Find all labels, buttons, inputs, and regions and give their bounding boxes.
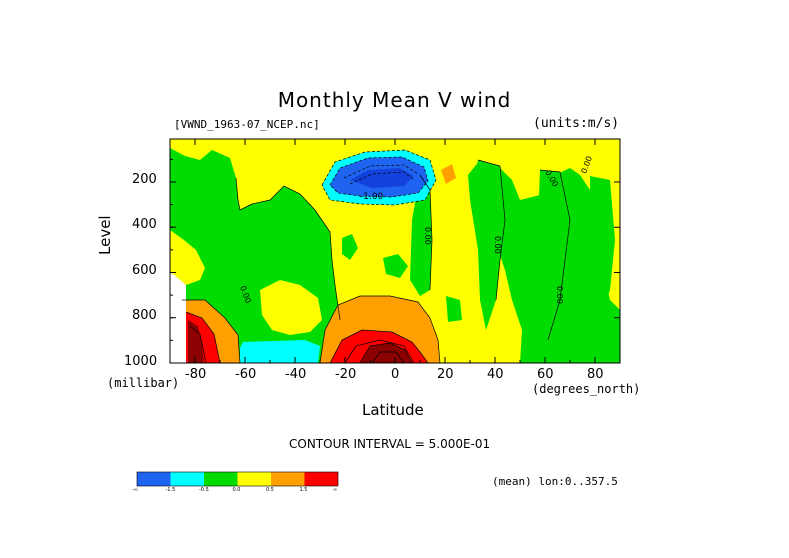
region-negative-strong-upper — [330, 157, 428, 197]
x-axis-unit: (degrees_north) — [532, 382, 641, 396]
x-tick-label-0: 0 — [391, 367, 400, 382]
contour-line-jet-core-2 — [349, 171, 415, 185]
x-tick-label-m80: -80 — [185, 367, 207, 382]
contour-line-zero-4 — [539, 169, 571, 341]
region-negative-deep-upper — [350, 168, 414, 188]
region-negative-weak-finger-3 — [538, 170, 570, 340]
colorbar-level-label: -1.5 — [165, 487, 176, 493]
contour-line-antarctic-2 — [185, 311, 221, 363]
x-tick-label-60: 60 — [537, 367, 554, 382]
y-tick-label-1000: 1000 — [124, 354, 158, 369]
region-positive-dark-lower — [360, 343, 412, 363]
region-negative-weak-finger-2 — [470, 160, 505, 330]
y-tick-label-400: 400 — [132, 217, 157, 232]
contour-line-zero-2 — [419, 174, 433, 291]
y-axis-unit: (millibar) — [107, 376, 180, 390]
contour-line-tropical-2 — [329, 329, 429, 363]
contour-line-jet-core-1 — [343, 164, 419, 179]
contour-line-jet-outer — [321, 149, 437, 206]
x-tick-label-m60: -60 — [235, 367, 257, 382]
region-positive-mid-small — [441, 164, 456, 184]
contour-line-zero-1 — [235, 177, 341, 321]
region-negative-weak-island-2 — [383, 254, 408, 278]
contour-label-minus-one: -1.00 — [360, 192, 384, 202]
colorbar-level-label: -0.5 — [199, 487, 209, 493]
contour-label-zero-2: 0.00 — [493, 236, 502, 254]
region-negative-weak-finger-4 — [590, 176, 615, 320]
contour-line-jet-inner — [329, 156, 429, 198]
colorbar-level-label: 1.5 — [299, 487, 308, 493]
y-tick-label-600: 600 — [132, 263, 157, 278]
region-negative-mid-lower — [240, 340, 320, 363]
units-label: (units:m/s) — [533, 116, 620, 131]
contour-line-antarctic-3 — [189, 325, 207, 363]
colorbar-level-label: 0.0 — [232, 487, 241, 493]
colorbar-level-label: ∞ — [333, 487, 338, 493]
contour-line-zero-3 — [477, 159, 506, 301]
region-positive-weak-west — [170, 139, 620, 363]
contour-line-tropical-1 — [319, 295, 441, 363]
contour-label-zero-5: 0.00 — [555, 286, 564, 304]
contour-fill-layer — [170, 139, 620, 363]
region-missing-data — [170, 272, 186, 363]
region-positive-dark-left — [188, 320, 204, 363]
y-axis-label: Level — [96, 215, 114, 255]
chart-title: Monthly Mean V wind — [277, 88, 512, 112]
contour-line-antarctic-1 — [182, 299, 241, 363]
colorbar-level-label: -∞ — [132, 487, 138, 493]
region-negative-weak-island-1 — [342, 234, 358, 260]
mean-lon-label: (mean) lon:0..357.5 — [492, 475, 618, 488]
contour-line-tropical-3 — [344, 339, 415, 363]
contour-line-layer — [182, 149, 571, 363]
region-positive-weak-mid — [260, 280, 322, 335]
tick-marks — [169, 139, 621, 364]
x-axis-label: Latitude — [362, 401, 424, 419]
contour-label-zero-1: 0.00 — [423, 227, 432, 245]
x-tick-label-80: 80 — [587, 367, 604, 382]
x-tick-label-40: 40 — [487, 367, 504, 382]
dataset-label: [VWND_1963-07_NCEP.nc] — [174, 118, 320, 131]
region-negative-weak-finger-1 — [410, 175, 432, 296]
contour-line-tropical-4 — [359, 342, 413, 363]
x-tick-label-m40: -40 — [285, 367, 307, 382]
x-tick-label-m20: -20 — [335, 367, 357, 382]
region-negative-weak-island-3 — [446, 296, 462, 322]
y-tick-label-800: 800 — [132, 308, 157, 323]
contour-interval-label: CONTOUR INTERVAL = 5.000E-01 — [289, 437, 491, 451]
colorbar-level-label: 0.5 — [266, 487, 274, 493]
contour-line-tropical-5 — [371, 351, 405, 363]
y-tick-label-200: 200 — [132, 172, 157, 187]
region-positive-weak-left — [170, 230, 205, 285]
x-tick-label-20: 20 — [437, 367, 454, 382]
